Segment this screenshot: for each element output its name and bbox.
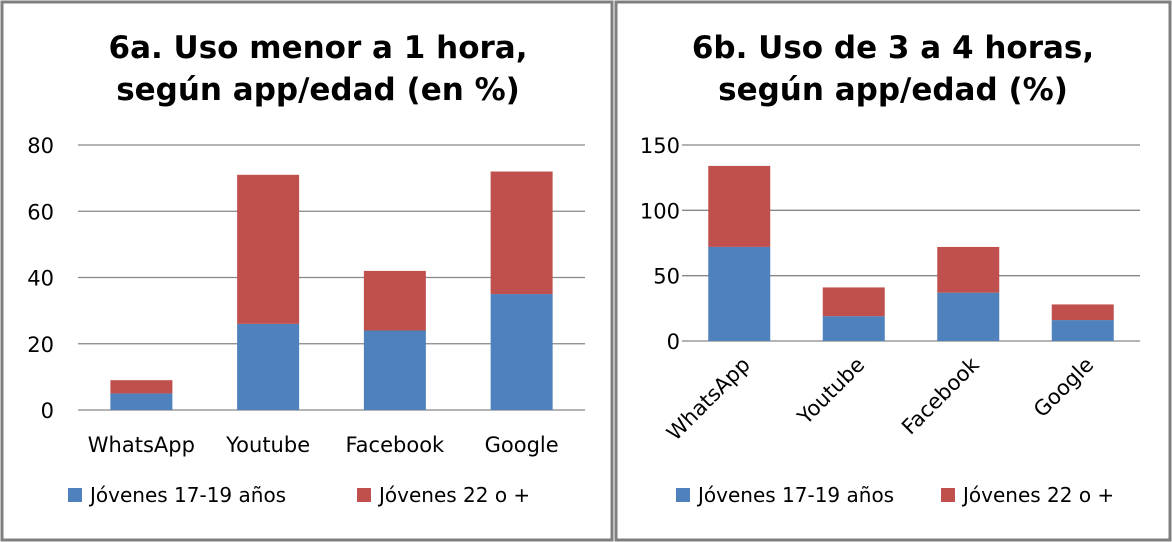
chart-a-bar-whatsapp-series-1 (110, 393, 173, 410)
chart-b-bar-google-series-2 (1051, 304, 1114, 321)
chart-a-bar-youtube-series-2 (237, 174, 300, 324)
chart-a-y-tick-label: 0 (41, 399, 54, 423)
chart-a-bar-google-series-1 (490, 294, 553, 410)
chart-b-title-line-2: según app/edad (%) (718, 72, 1068, 108)
chart-a-bar-facebook-series-2 (363, 270, 426, 331)
chart-b-legend-label: Jóvenes 22 o + (961, 483, 1114, 507)
chart-a-title-line-1: 6a. Uso menor a 1 hora, (109, 30, 528, 66)
chart-a-plot-area: 0 20 40 60 80 WhatsApp Youtube Facebook Google Jó… (27, 134, 585, 507)
chart-b-bar-youtube-series-2 (822, 287, 885, 317)
chart-a-x-tick-label: WhatsApp (88, 433, 195, 457)
chart-b-bar-facebook-series-2 (937, 246, 1000, 293)
chart-b-y-tick-label: 50 (653, 265, 680, 289)
chart-a-bar-google-series-2 (490, 171, 553, 295)
chart-a-x-tick-label: Youtube (225, 433, 310, 457)
chart-panel-b: 6b. Uso de 3 a 4 horas, según app/edad (… (614, 0, 1172, 542)
chart-b-bar-whatsapp-series-1 (708, 246, 771, 341)
chart-a-x-tick-label: Facebook (346, 433, 446, 457)
chart-a-y-tick-label: 80 (27, 134, 54, 158)
chart-b-bar-youtube-series-1 (822, 316, 885, 341)
chart-a-legend-swatch (357, 488, 371, 502)
chart-a-bar-facebook-series-1 (363, 330, 426, 410)
chart-b-bar-google-series-1 (1051, 320, 1114, 341)
chart-a-legend-label: Jóvenes 17-19 años (88, 483, 286, 507)
chart-b-bar-whatsapp-series-2 (708, 165, 771, 247)
chart-b-title-line-1: 6b. Uso de 3 a 4 horas, (692, 30, 1094, 66)
chart-b-legend-swatch (676, 488, 690, 502)
chart-b-legend-swatch (941, 488, 955, 502)
chart-a-y-tick-label: 40 (27, 267, 54, 291)
chart-a-bar-whatsapp-series-2 (110, 380, 173, 394)
chart-a-title-line-2: según app/edad (en %) (116, 72, 520, 108)
chart-a-legend-swatch (68, 488, 82, 502)
chart-a-bar-youtube-series-1 (237, 323, 300, 410)
chart-a-y-tick-label: 60 (27, 200, 54, 224)
chart-a-y-tick-label: 20 (27, 333, 54, 357)
chart-a-x-tick-label: Google (485, 433, 559, 457)
chart-a-legend-label: Jóvenes 22 o + (377, 483, 530, 507)
chart-panel-a: 6a. Uso menor a 1 hora, según app/edad (… (0, 0, 614, 542)
chart-b-y-tick-label: 0 (667, 330, 680, 354)
chart-b-y-tick-label: 150 (640, 134, 680, 158)
chart-b-bar-facebook-series-1 (937, 292, 1000, 341)
chart-b-legend-label: Jóvenes 17-19 años (696, 483, 894, 507)
chart-b-y-tick-label: 100 (640, 199, 680, 223)
